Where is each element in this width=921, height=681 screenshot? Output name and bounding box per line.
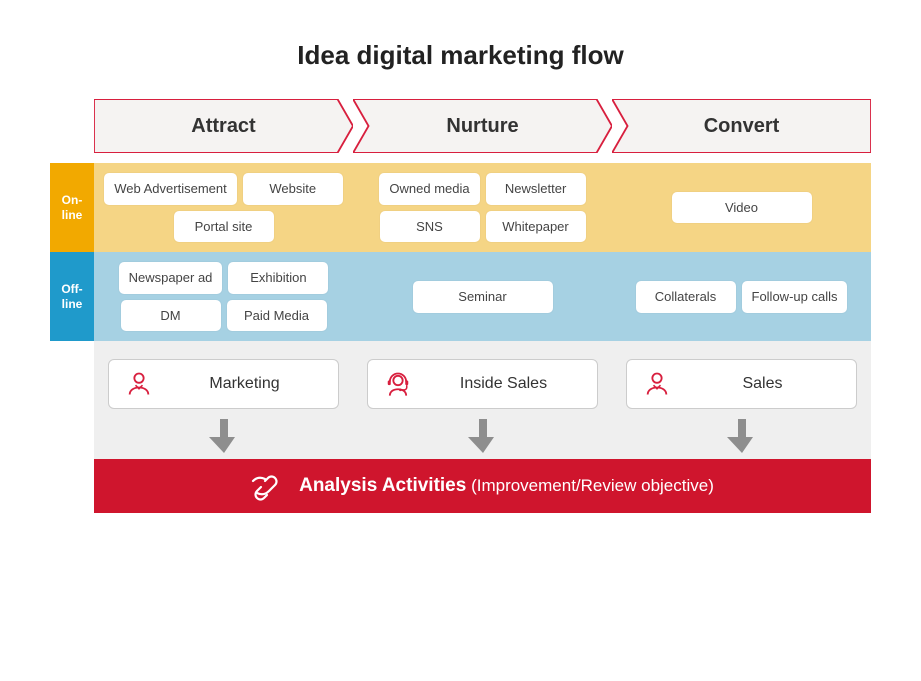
row-offline: Off-line Newspaper ad Exhibition DM Paid… xyxy=(50,252,871,341)
chip: SNS xyxy=(380,211,480,243)
role-col-marketing: Marketing xyxy=(94,359,353,453)
chip: Collaterals xyxy=(636,281,736,313)
cell-online-attract: Web Advertisement Website Portal site xyxy=(94,163,353,252)
role-label: Inside Sales xyxy=(426,375,581,393)
chip: Website xyxy=(243,173,343,205)
chip: Exhibition xyxy=(228,262,328,294)
analysis-title: Analysis Activities xyxy=(299,475,466,496)
cell-online-nurture: Owned media Newsletter SNS Whitepaper xyxy=(353,163,612,252)
roles-row: Marketing Inside Sales xyxy=(94,341,871,459)
phase-convert: Convert xyxy=(612,99,871,153)
phase-nurture: Nurture xyxy=(353,99,612,153)
row-online: On-line Web Advertisement Website Portal… xyxy=(50,163,871,252)
arrow-down-icon xyxy=(468,419,498,453)
phase-attract: Attract xyxy=(94,99,353,153)
role-label: Marketing xyxy=(167,375,322,393)
chip: Whitepaper xyxy=(486,211,586,243)
chip: Owned media xyxy=(379,173,479,205)
analysis-bar: Analysis Activities (Improvement/Review … xyxy=(94,459,871,513)
phase-header-row: Attract Nurture Convert xyxy=(94,99,871,153)
chip: Paid Media xyxy=(227,300,327,332)
chip: Newsletter xyxy=(486,173,586,205)
chip: Follow-up calls xyxy=(742,281,848,313)
role-box: Marketing xyxy=(108,359,339,409)
headset-icon xyxy=(384,370,412,398)
role-col-sales: Sales xyxy=(612,359,871,453)
cell-offline-convert: Collaterals Follow-up calls xyxy=(612,252,871,341)
chip: Newspaper ad xyxy=(119,262,223,294)
arrow-down-icon xyxy=(727,419,757,453)
phase-label: Attract xyxy=(191,115,255,138)
row-label-offline: Off-line xyxy=(50,252,94,341)
cell-offline-nurture: Seminar xyxy=(353,252,612,341)
role-box: Sales xyxy=(626,359,857,409)
marketing-flow-diagram: Attract Nurture Convert On-line Web Adve… xyxy=(50,99,871,513)
cell-online-convert: Video xyxy=(612,163,871,252)
cell-offline-attract: Newspaper ad Exhibition DM Paid Media xyxy=(94,252,353,341)
role-label: Sales xyxy=(685,375,840,393)
chip: Portal site xyxy=(174,211,274,243)
chip: Video xyxy=(672,192,812,224)
phase-label: Convert xyxy=(704,115,780,138)
phase-label: Nurture xyxy=(446,115,518,138)
chip: Seminar xyxy=(413,281,553,313)
arrow-down-icon xyxy=(209,419,239,453)
person-icon xyxy=(125,370,153,398)
analysis-subtitle: (Improvement/Review objective) xyxy=(471,476,714,495)
person-icon xyxy=(643,370,671,398)
chip: Web Advertisement xyxy=(104,173,236,205)
row-label-online: On-line xyxy=(50,163,94,252)
page-title: Idea digital marketing flow xyxy=(50,40,871,71)
role-box: Inside Sales xyxy=(367,359,598,409)
analysis-icon xyxy=(251,469,285,503)
chip: DM xyxy=(121,300,221,332)
role-col-inside-sales: Inside Sales xyxy=(353,359,612,453)
